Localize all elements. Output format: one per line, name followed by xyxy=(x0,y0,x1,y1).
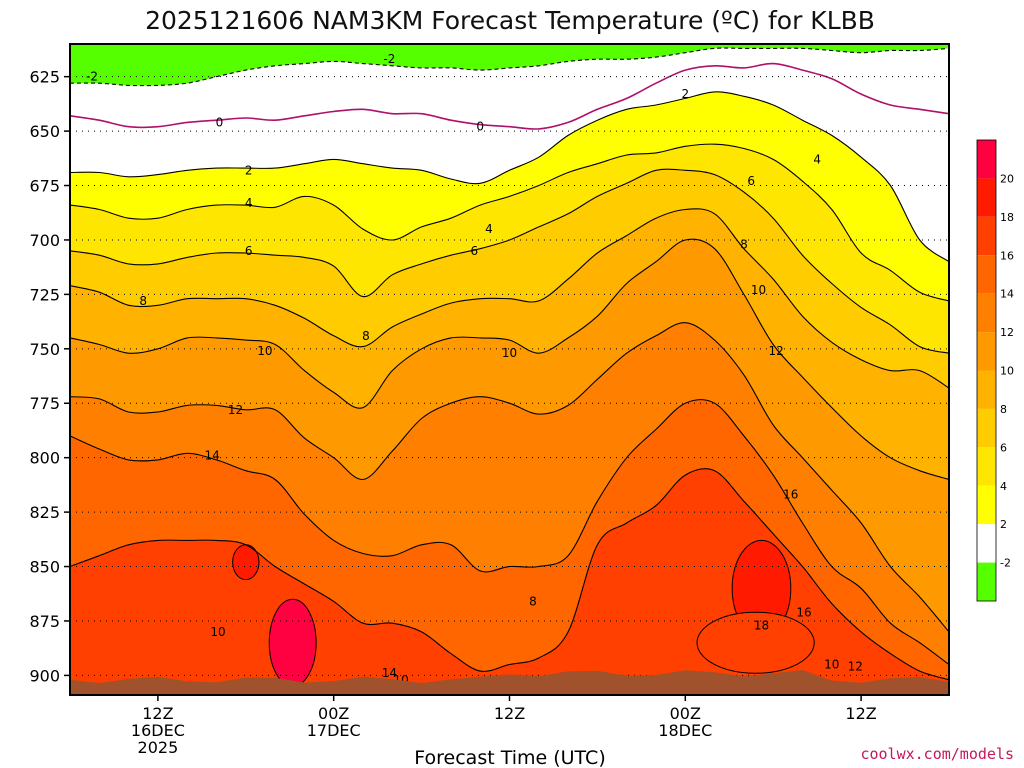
contour-label: 8 xyxy=(139,294,147,308)
contour-label: 16 xyxy=(796,605,811,619)
colorbar-label: 8 xyxy=(1000,403,1007,416)
colorbar-swatch xyxy=(977,293,996,333)
y-tick-label: 850 xyxy=(29,558,60,577)
colorbar-label: 2 xyxy=(1000,518,1007,531)
contour-label: 14 xyxy=(382,666,397,680)
y-tick-label: 725 xyxy=(29,285,60,304)
contour-label: 8 xyxy=(740,237,748,251)
y-tick-label: 675 xyxy=(29,177,60,196)
y-tick-label: 625 xyxy=(29,68,60,87)
contour-label: 0 xyxy=(216,115,224,129)
x-tick-label: 12Z xyxy=(845,704,876,723)
contour-label: 0 xyxy=(476,120,484,134)
x-tick-label: 18DEC xyxy=(658,721,712,740)
contour-label: 4 xyxy=(485,222,493,236)
colorbar-label: 16 xyxy=(1000,249,1014,262)
warm-core-2 xyxy=(696,611,815,674)
colorbar-label: 20 xyxy=(1000,172,1014,185)
contour-line-6 xyxy=(70,168,949,354)
contour-label: 4 xyxy=(245,196,253,210)
contour-label: 12 xyxy=(848,660,863,674)
colorbar-swatch xyxy=(977,447,996,486)
colorbar-label: -2 xyxy=(1000,557,1011,570)
contour-line-10 xyxy=(70,238,949,481)
contour-label: 12 xyxy=(228,403,243,417)
contour-label: 6 xyxy=(245,244,253,258)
y-tick-label: 750 xyxy=(29,340,60,359)
colorbar-frame xyxy=(976,139,997,602)
y-tick-label: 900 xyxy=(29,666,60,685)
x-axis-label: Forecast Time (UTC) xyxy=(414,747,605,768)
contour-label: 2 xyxy=(681,87,689,101)
contour-label: 10 xyxy=(502,346,517,360)
colorbar-swatch xyxy=(977,178,996,217)
y-tick-label: 650 xyxy=(29,122,60,141)
contour-lines xyxy=(70,47,949,681)
contour-line-0 xyxy=(70,62,949,130)
credit-text: coolwx.com/models xyxy=(860,745,1014,763)
colorbar-label: 12 xyxy=(1000,326,1014,339)
colorbar-swatch xyxy=(977,370,996,409)
contour-label: 2 xyxy=(245,163,253,177)
contour-line-8 xyxy=(70,208,949,389)
y-tick-label: 825 xyxy=(29,503,60,522)
contour-label: 12 xyxy=(768,344,783,358)
colorbar-label: 14 xyxy=(1000,288,1014,301)
temperature-fills xyxy=(70,44,949,695)
colorbar-label: 6 xyxy=(1000,441,1007,454)
contour-label: 8 xyxy=(529,594,537,608)
contour-label: 10 xyxy=(257,344,272,358)
contour-line-2 xyxy=(70,91,949,263)
colorbar-swatch xyxy=(977,216,996,256)
contour-label: 8 xyxy=(362,329,370,343)
y-tick-label: 875 xyxy=(29,612,60,631)
colorbar-swatch xyxy=(977,408,996,448)
x-tick-label: 00Z xyxy=(670,704,701,723)
contour-label: -2 xyxy=(86,70,98,84)
contour-line--2 xyxy=(70,47,949,87)
x-tick-label: 2025 xyxy=(138,738,179,757)
colorbar-swatch xyxy=(977,485,996,525)
contour-label: 10 xyxy=(824,658,839,672)
contour-label: -2 xyxy=(383,52,395,66)
colorbar-swatch xyxy=(977,332,996,371)
x-tick-label: 16DEC xyxy=(131,721,185,740)
contour-label: 16 xyxy=(783,488,798,502)
contour-line-14 xyxy=(70,399,949,665)
colorbar-swatch xyxy=(977,255,996,294)
y-axis: 625 650 675 700 725 750 775 800 825 850 875 900 xyxy=(29,68,70,685)
x-tick-label: 12Z xyxy=(142,704,173,723)
contour-line-4 xyxy=(70,143,949,302)
y-tick-label: 800 xyxy=(29,449,60,468)
contour-label: 14 xyxy=(204,449,219,463)
contour-label: 18 xyxy=(754,618,769,632)
x-tick-label: 12Z xyxy=(494,704,525,723)
colorbar-label: 4 xyxy=(1000,480,1007,493)
contour-label: 6 xyxy=(747,174,755,188)
contour-label: 10 xyxy=(751,283,766,297)
x-tick-label: 17DEC xyxy=(307,721,361,740)
warm-core-1 xyxy=(268,598,317,687)
colorbar: -2 2 4 6 8 10 12 14 16 18 20 xyxy=(976,139,1014,602)
colorbar-swatch xyxy=(977,562,996,601)
y-tick-label: 775 xyxy=(29,394,60,413)
colorbar-swatch xyxy=(977,140,996,179)
terrain-ground xyxy=(70,670,949,695)
contour-label: 10 xyxy=(210,625,225,639)
x-tick-label: 00Z xyxy=(318,704,349,723)
colorbar-label: 18 xyxy=(1000,211,1014,224)
contour-label: 4 xyxy=(813,152,821,166)
chart-title: 2025121606 NAM3KM Forecast Temperature (… xyxy=(145,6,875,35)
y-tick-label: 700 xyxy=(29,231,60,250)
colorbar-swatch xyxy=(977,524,996,563)
contour-label: 6 xyxy=(471,244,479,258)
colorbar-label: 10 xyxy=(1000,365,1014,378)
